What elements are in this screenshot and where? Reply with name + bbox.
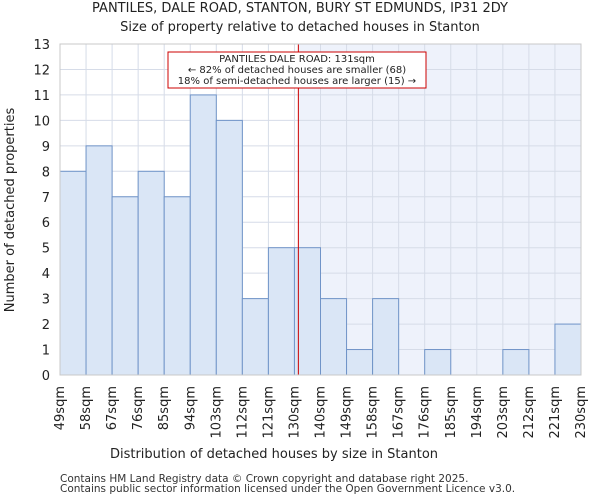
x-tick-85sqm: 85sqm [157, 386, 172, 430]
x-tick-112sqm: 112sqm [235, 386, 250, 439]
y-tick-9: 9 [42, 140, 50, 155]
bar-103sqm [215, 119, 243, 376]
x-tick-94sqm: 94sqm [183, 386, 198, 430]
x-tick-203sqm: 203sqm [496, 386, 511, 439]
x-tick-103sqm: 103sqm [209, 386, 224, 439]
bar-203sqm [502, 349, 530, 376]
x-tick-49sqm: 49sqm [53, 386, 68, 430]
footer-licence: Contains public sector information licen… [60, 483, 516, 495]
bar-76sqm [137, 170, 165, 376]
bar-49sqm [59, 170, 87, 376]
x-tick-194sqm: 194sqm [470, 386, 485, 439]
bar-67sqm [111, 196, 139, 376]
bar-176sqm [424, 349, 452, 376]
chart-subtitle: Size of property relative to detached ho… [120, 20, 480, 35]
bar-140sqm [320, 298, 348, 376]
y-tick-13: 13 [33, 38, 50, 53]
chart-title: PANTILES, DALE ROAD, STANTON, BURY ST ED… [92, 1, 508, 16]
annotation-line-2: ← 82% of detached houses are smaller (68… [188, 65, 406, 76]
x-tick-221sqm: 221sqm [548, 386, 563, 439]
y-tick-7: 7 [42, 191, 50, 206]
x-tick-167sqm: 167sqm [392, 386, 407, 439]
annotation-frame [167, 51, 427, 89]
x-tick-121sqm: 121sqm [261, 386, 276, 439]
bar-158sqm [372, 298, 400, 376]
y-tick-2: 2 [42, 318, 50, 333]
x-tick-230sqm: 230sqm [574, 386, 589, 439]
y-tick-6: 6 [42, 216, 50, 231]
y-tick-12: 12 [33, 63, 50, 78]
x-tick-185sqm: 185sqm [444, 386, 459, 439]
x-axis-label: Distribution of detached houses by size … [110, 447, 438, 462]
x-tick-158sqm: 158sqm [366, 386, 381, 439]
y-tick-10: 10 [33, 114, 50, 129]
bar-149sqm [346, 349, 374, 376]
x-tick-149sqm: 149sqm [340, 386, 355, 439]
y-axis-label: Number of detached properties [3, 108, 18, 313]
y-tick-11: 11 [33, 89, 50, 104]
x-tick-67sqm: 67sqm [105, 386, 120, 430]
y-tick-0: 0 [42, 369, 50, 384]
y-tick-3: 3 [42, 293, 50, 308]
y-tick-8: 8 [42, 165, 50, 180]
x-tick-176sqm: 176sqm [418, 386, 433, 439]
x-tick-58sqm: 58sqm [79, 386, 94, 430]
y-tick-5: 5 [42, 242, 50, 257]
bar-112sqm [241, 298, 269, 376]
bars [59, 94, 582, 376]
footer-copyright: Contains HM Land Registry data © Crown c… [60, 473, 469, 485]
bar-121sqm [267, 247, 295, 376]
annotation-line-3: 18% of semi-detached houses are larger (… [178, 76, 416, 87]
x-tick-212sqm: 212sqm [522, 386, 537, 439]
bar-85sqm [163, 196, 191, 376]
y-tick-4: 4 [42, 267, 50, 282]
annotation-box: PANTILES DALE ROAD: 131sqm ← 82% of deta… [167, 51, 427, 89]
y-tick-1: 1 [42, 344, 50, 359]
x-tick-130sqm: 130sqm [287, 386, 302, 439]
bar-58sqm [85, 145, 113, 376]
plot-frame [59, 43, 582, 376]
x-tick-labels: 49sqm 58sqm 67sqm 76sqm 85sqm 94sqm 103sqm 112s… [53, 386, 589, 439]
bar-221sqm [554, 323, 582, 376]
x-tick-76sqm: 76sqm [131, 386, 146, 430]
bar-94sqm [189, 94, 217, 376]
x-tick-140sqm: 140sqm [314, 386, 329, 439]
annotation-line-1: PANTILES DALE ROAD: 131sqm [219, 54, 375, 65]
